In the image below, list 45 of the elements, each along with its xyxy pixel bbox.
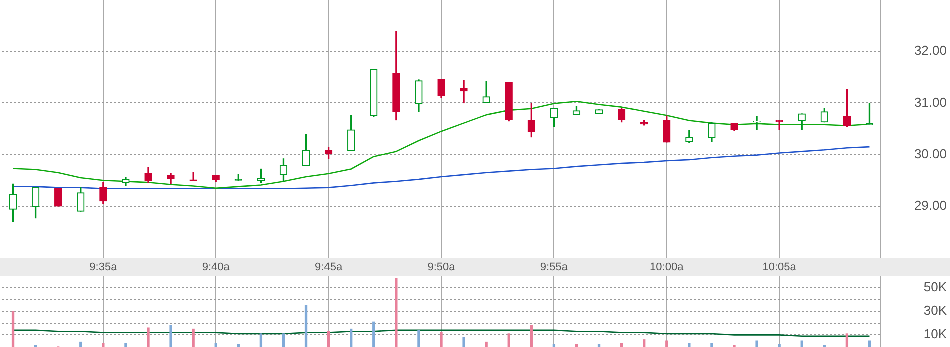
bar — [485, 342, 488, 347]
bar — [440, 332, 443, 347]
bar — [192, 328, 195, 347]
x-tick-label: 9:45a — [315, 262, 344, 274]
x-tick-label: 10:05a — [762, 262, 798, 274]
bar — [304, 305, 308, 347]
bar — [260, 334, 263, 347]
bar — [80, 342, 82, 347]
bar — [395, 278, 398, 347]
bar — [710, 343, 714, 347]
bar — [508, 334, 510, 347]
bar — [620, 343, 624, 347]
y-tick-label: 30K — [924, 303, 948, 318]
bar — [372, 322, 376, 347]
y-tick-label: 32.00 — [914, 43, 947, 58]
bar — [778, 344, 781, 347]
bar — [214, 343, 218, 347]
y-tick-label: 50K — [924, 279, 948, 294]
x-tick-label: 10:00a — [650, 262, 685, 274]
bar — [530, 325, 533, 347]
bar — [462, 337, 466, 347]
bar — [688, 343, 691, 347]
bar — [124, 343, 128, 347]
bar — [666, 340, 668, 347]
bar — [800, 340, 804, 347]
bar — [868, 340, 872, 347]
bar — [282, 334, 286, 347]
bar — [846, 334, 849, 347]
x-tick-label: 9:55a — [540, 262, 569, 274]
bar — [12, 311, 15, 347]
x-tick-label: 9:50a — [428, 262, 456, 274]
bar — [350, 328, 353, 347]
bar — [756, 340, 758, 347]
bar — [327, 331, 330, 347]
y-tick-label: 30.00 — [914, 146, 947, 162]
bar — [643, 340, 646, 347]
bar — [147, 328, 150, 347]
bar — [170, 325, 172, 347]
bar — [418, 330, 420, 347]
y-tick-label: 29.00 — [914, 198, 947, 213]
y-tick-label: 31.00 — [914, 94, 947, 110]
x-tick-label: 9:35a — [90, 262, 118, 274]
x-tick-label: 9:40a — [202, 262, 231, 274]
y-tick-label: 10K — [924, 326, 948, 342]
bar — [102, 343, 105, 347]
